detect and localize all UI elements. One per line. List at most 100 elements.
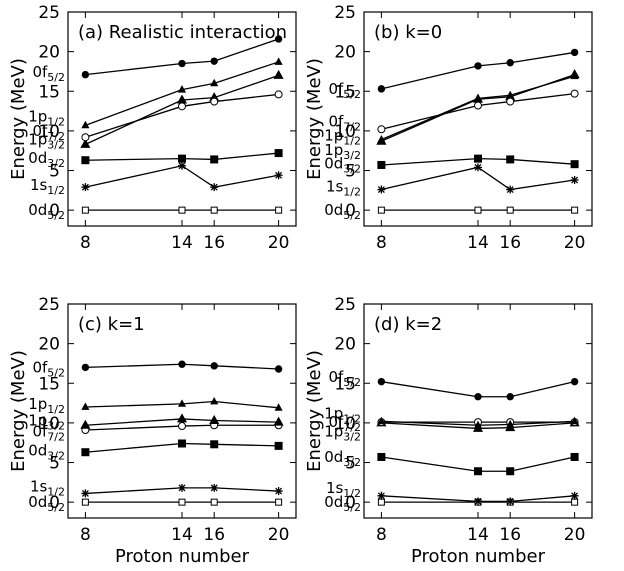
data-point — [377, 377, 386, 386]
data-point — [377, 135, 386, 143]
y-tick-label: 25 — [38, 295, 60, 315]
data-point — [81, 498, 89, 506]
y-axis-title: Energy (MeV) — [8, 350, 29, 472]
data-point — [210, 483, 219, 492]
data-point — [474, 497, 482, 506]
level-label: 0f7/2 — [32, 122, 65, 143]
plot-frame — [363, 303, 593, 519]
y-tick-label: 0 — [49, 201, 60, 221]
level-label: 1s1/2 — [326, 177, 361, 198]
series-line — [85, 93, 279, 138]
data-point — [210, 155, 219, 164]
data-point — [474, 101, 482, 110]
data-point — [178, 154, 186, 163]
data-point — [474, 206, 482, 214]
series-0f5-2 — [81, 360, 283, 373]
series-1p1-2 — [377, 416, 579, 429]
data-point — [506, 393, 514, 401]
y-tick-label: 5 — [345, 162, 356, 182]
series-line — [85, 363, 279, 370]
y-tick-label: 15 — [334, 82, 356, 102]
data-point — [506, 59, 514, 67]
x-tick-label: 20 — [268, 233, 290, 253]
series-0d3-2 — [81, 439, 283, 457]
data-point — [178, 439, 186, 448]
series-line — [381, 75, 575, 141]
level-label: 0f7/2 — [328, 112, 361, 133]
data-point — [274, 171, 283, 180]
level-label: 0d3/2 — [28, 149, 65, 170]
data-point — [210, 57, 218, 65]
data-point — [474, 467, 482, 476]
panel-title: (c) k=1 — [78, 314, 145, 335]
x-tick-label: 8 — [80, 525, 91, 545]
data-point — [474, 163, 482, 172]
y-tick-label: 20 — [334, 335, 356, 355]
data-point — [178, 59, 186, 68]
level-label: 1p3/2 — [28, 412, 65, 433]
data-point — [506, 206, 514, 214]
data-point — [570, 491, 579, 500]
series-1p1-2 — [81, 396, 283, 411]
data-point — [177, 399, 187, 407]
data-point — [274, 149, 283, 158]
level-label: 1p3/2 — [324, 141, 361, 162]
data-point — [81, 183, 90, 192]
series-line — [381, 456, 575, 472]
data-point — [178, 422, 186, 431]
data-point — [209, 414, 220, 425]
series-line — [381, 157, 575, 166]
x-tick-label: 14 — [467, 525, 489, 545]
data-point — [210, 97, 219, 106]
series-0d5-2 — [81, 498, 283, 506]
series-line — [381, 51, 575, 90]
y-tick-label: 5 — [49, 454, 60, 474]
data-point — [274, 365, 283, 373]
data-point — [80, 138, 91, 148]
data-point — [506, 97, 515, 106]
data-point — [377, 125, 386, 134]
series-0f5-2 — [81, 35, 283, 79]
y-tick-label: 0 — [345, 493, 356, 513]
series-0d3-2 — [377, 154, 579, 169]
data-point — [570, 416, 579, 425]
level-label: 1p1/2 — [324, 404, 361, 425]
x-tick-label: 14 — [467, 233, 489, 253]
data-point — [81, 489, 90, 498]
series-line — [85, 165, 279, 188]
series-0d5-2 — [377, 206, 579, 214]
series-line — [85, 61, 279, 126]
series-line — [381, 422, 575, 430]
data-point — [81, 206, 89, 214]
data-point — [377, 160, 386, 169]
series-0d3-2 — [377, 452, 579, 476]
data-point — [210, 396, 219, 405]
y-tick-label: 0 — [345, 201, 356, 221]
y-tick-label: 25 — [38, 3, 60, 23]
series-line — [381, 495, 575, 503]
series-0d5-2 — [81, 206, 283, 214]
y-axis-title: Energy (MeV) — [304, 58, 325, 180]
data-point — [571, 206, 579, 214]
y-tick-label: 15 — [334, 374, 356, 394]
level-label: 0d5/2 — [28, 201, 65, 222]
level-label: 1p1/2 — [28, 108, 65, 129]
data-point — [474, 62, 482, 70]
data-point — [178, 360, 186, 368]
level-label: 0f5/2 — [328, 368, 361, 389]
panel-d: 0 5 10 15 20 25 8 14 16 20 Energy (MeV) Proton numb… — [304, 295, 593, 567]
y-tick-label: 20 — [38, 43, 60, 63]
plot-frame — [363, 11, 593, 227]
data-point — [274, 57, 283, 65]
data-point — [210, 78, 219, 87]
data-point — [81, 156, 90, 165]
data-point — [178, 161, 186, 170]
series-0d3-2 — [81, 149, 283, 165]
level-label: 1p1/2 — [324, 127, 361, 148]
series-0f7-2 — [377, 89, 579, 134]
data-point — [178, 206, 186, 214]
x-tick-label: 20 — [564, 525, 586, 545]
level-label: 1s1/2 — [326, 479, 361, 500]
x-tick-label: 16 — [203, 233, 225, 253]
